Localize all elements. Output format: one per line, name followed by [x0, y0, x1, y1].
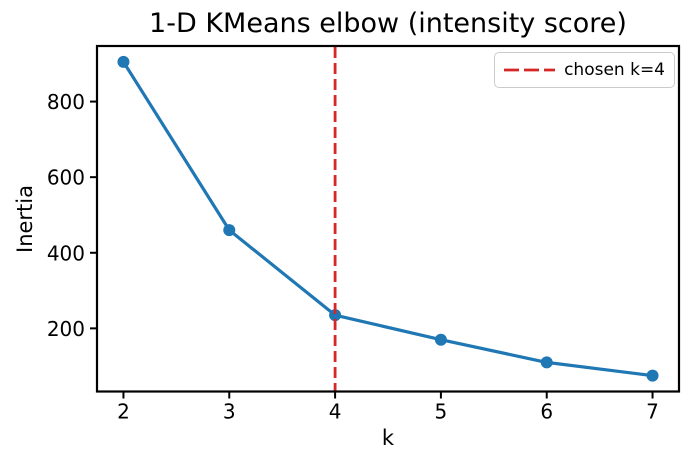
x-tick-label: 7 — [646, 400, 659, 424]
data-point-k5 — [434, 333, 447, 346]
plot-border — [95, 44, 681, 393]
legend: chosen k=4 — [494, 52, 675, 88]
data-point-k6 — [540, 356, 553, 369]
x-axis-label: k — [381, 426, 395, 450]
data-point-k2 — [117, 55, 130, 68]
x-tick-label: 5 — [435, 400, 448, 424]
data-point-k7 — [646, 369, 659, 382]
y-tick-label: 600 — [47, 166, 85, 190]
x-tick-label: 2 — [117, 400, 130, 424]
x-tick-label: 6 — [540, 400, 553, 424]
x-tick-label: 3 — [223, 400, 236, 424]
y-tick-label: 400 — [47, 241, 85, 265]
y-axis-label: Inertia — [13, 185, 37, 253]
chart-title: 1-D KMeans elbow (intensity score) — [149, 8, 627, 39]
legend-label: chosen k=4 — [564, 60, 665, 80]
legend-dashed-line-sample — [504, 68, 556, 72]
y-tick-label: 200 — [47, 317, 85, 341]
x-tick-label: 4 — [329, 400, 342, 424]
data-point-k4 — [329, 309, 342, 322]
y-tick-label: 800 — [47, 90, 85, 114]
inertia-line — [121, 60, 655, 378]
data-point-k3 — [223, 224, 236, 237]
